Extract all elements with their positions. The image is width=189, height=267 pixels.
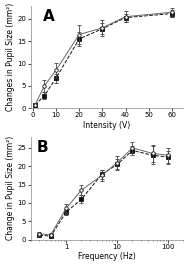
X-axis label: Intensity (V): Intensity (V) [83, 121, 131, 130]
Text: B: B [37, 140, 49, 155]
Text: A: A [43, 9, 55, 24]
Y-axis label: Changes in Pupil Size (mm²): Changes in Pupil Size (mm²) [5, 3, 15, 111]
X-axis label: Frequency (Hz): Frequency (Hz) [78, 252, 136, 261]
Y-axis label: Change in Pupil Size (mm²): Change in Pupil Size (mm²) [5, 136, 15, 240]
